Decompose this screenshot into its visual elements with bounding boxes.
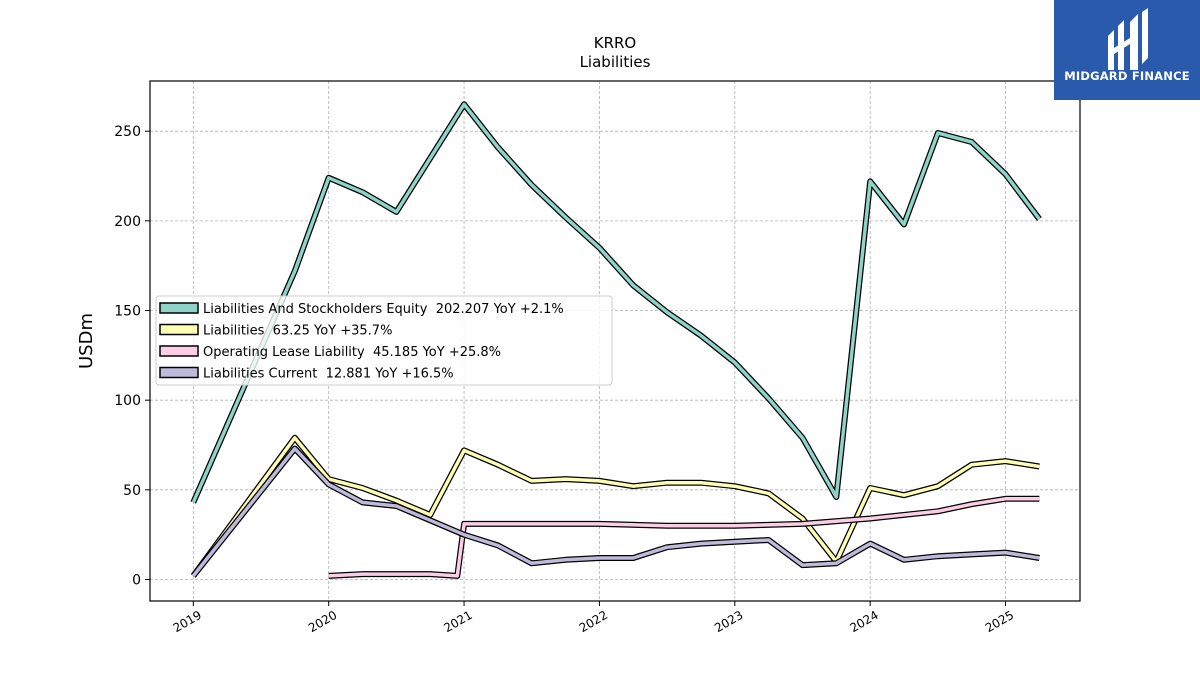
y-axis-label: USDm: [76, 313, 97, 369]
y-tick-label: 200: [114, 214, 141, 230]
legend: Liabilities And Stockholders Equity 202.…: [155, 295, 613, 386]
x-tick-label: 2022: [577, 608, 610, 635]
legend-label: Operating Lease Liability 45.185 YoY +25…: [203, 345, 501, 360]
y-tick-label: 100: [114, 393, 141, 409]
x-tick-label: 2021: [441, 608, 474, 635]
x-tick-label: 2024: [847, 608, 880, 635]
brand-name: MIDGARD FINANCE: [1064, 69, 1190, 83]
series-line: [191, 446, 1040, 577]
plot-frame: [149, 80, 1081, 602]
y-tick-label: 250: [114, 124, 141, 140]
legend-swatch: [159, 302, 199, 314]
legend-swatch: [159, 345, 199, 357]
legend-swatch: [159, 323, 199, 336]
series-line: [191, 102, 1041, 504]
x-tick-label: 2023: [712, 608, 745, 635]
x-tick-label: 2019: [171, 608, 204, 635]
chart-title: KRRO: [594, 34, 637, 52]
legend-swatch: [159, 366, 199, 379]
y-tick-label: 150: [114, 304, 141, 320]
y-ticks: 0 50 100 150 200 250: [114, 124, 150, 588]
y-tick-label: 50: [123, 483, 141, 499]
series-line: [328, 497, 1040, 578]
y-tick-label: 0: [132, 572, 141, 588]
series-lines: [190, 101, 1042, 579]
series-line: [191, 436, 1040, 577]
legend-label: Liabilities 63.25 YoY +35.7%: [203, 324, 392, 339]
x-tick-label: 2025: [983, 608, 1016, 635]
x-ticks: 2019 2020 2021 2022 2023 2024 2025: [171, 601, 1016, 635]
legend-box: [155, 295, 613, 386]
brand-mark-icon: [1108, 8, 1148, 70]
brand-logo: MIDGARD FINANCE: [1054, 0, 1200, 100]
x-tick-label: 2020: [306, 608, 339, 635]
legend-label: Liabilities And Stockholders Equity 202.…: [203, 302, 564, 317]
legend-label: Liabilities Current 12.881 YoY +16.5%: [203, 367, 454, 382]
chart-subtitle: Liabilities: [580, 53, 651, 71]
